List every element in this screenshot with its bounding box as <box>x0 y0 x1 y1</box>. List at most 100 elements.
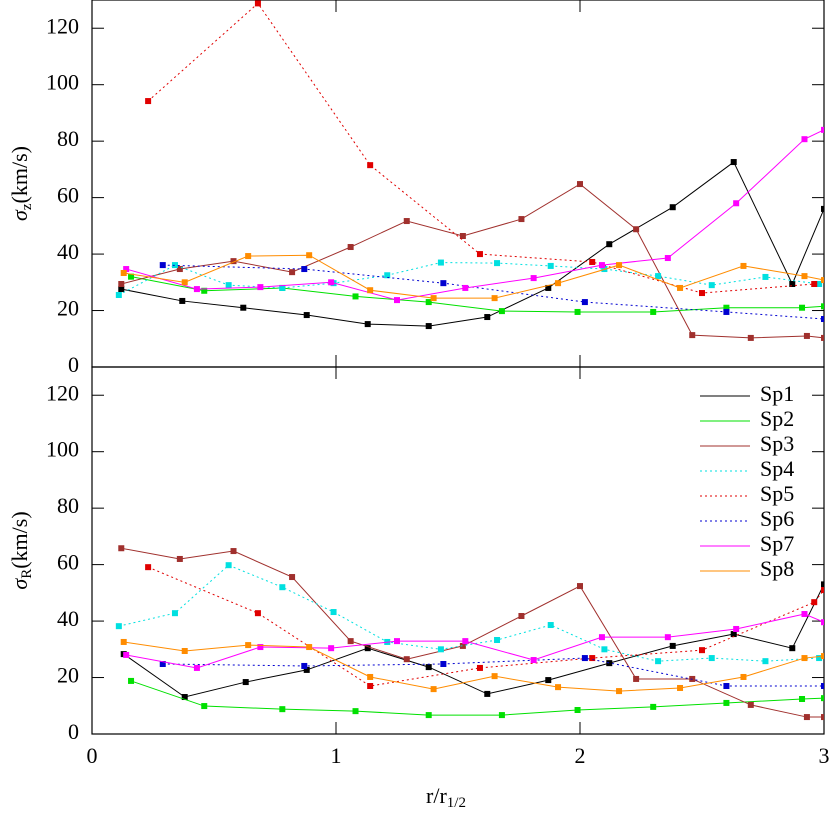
point-marker <box>193 664 200 671</box>
point-marker <box>708 655 715 662</box>
series-line <box>130 680 824 716</box>
point-marker <box>476 664 483 671</box>
plot-area <box>115 0 824 341</box>
point-marker <box>279 284 286 291</box>
point-marker <box>120 638 127 645</box>
point-marker <box>289 269 296 276</box>
point-marker <box>179 297 186 304</box>
point-marker <box>574 707 581 714</box>
point-marker <box>367 162 374 169</box>
point-marker <box>176 266 183 273</box>
point-marker <box>242 679 249 686</box>
point-marker <box>811 599 818 606</box>
point-marker <box>437 259 444 266</box>
point-marker <box>123 651 130 658</box>
x-label-sub: 1/2 <box>447 795 466 811</box>
point-marker <box>230 548 237 555</box>
point-marker <box>425 299 432 306</box>
point-marker <box>425 664 432 671</box>
y-tick-label: 100 <box>46 437 79 462</box>
point-marker <box>821 683 824 690</box>
point-marker <box>821 205 824 212</box>
legend-label: Sp6 <box>760 506 794 531</box>
point-marker <box>118 286 125 293</box>
y-label-sub: z <box>19 203 35 210</box>
point-marker <box>669 204 676 211</box>
series-line <box>126 129 824 301</box>
point-marker <box>425 323 432 330</box>
point-marker <box>677 684 684 691</box>
point-marker <box>225 562 232 569</box>
y-tick-label: 80 <box>57 493 79 518</box>
point-marker <box>367 287 374 294</box>
point-marker <box>254 0 261 7</box>
point-marker <box>581 655 588 662</box>
point-marker <box>306 644 313 651</box>
point-marker <box>347 244 354 251</box>
point-marker <box>518 612 525 619</box>
point-marker <box>352 293 359 300</box>
series-line <box>162 657 824 687</box>
point-marker <box>545 677 552 684</box>
series-line <box>147 566 824 687</box>
y-label-unit: (km/s) <box>7 511 32 568</box>
point-marker <box>821 587 824 594</box>
point-marker <box>437 646 444 653</box>
point-marker <box>664 634 671 641</box>
point-marker <box>555 280 562 287</box>
point-marker <box>606 241 613 248</box>
point-marker <box>145 564 152 571</box>
point-marker <box>289 574 296 581</box>
point-marker <box>555 684 562 691</box>
point-marker <box>762 658 769 665</box>
point-marker <box>430 295 437 302</box>
point-marker <box>723 699 730 706</box>
y-tick-label: 120 <box>46 13 79 38</box>
point-marker <box>257 644 264 651</box>
point-marker <box>801 273 808 280</box>
point-marker <box>616 688 623 695</box>
point-marker <box>547 262 554 269</box>
x-tick-label: 0 <box>87 743 98 768</box>
series-line <box>123 641 824 692</box>
point-marker <box>762 273 769 280</box>
legend-label: Sp4 <box>760 456 794 481</box>
plot-frame <box>91 0 825 368</box>
point-marker <box>181 648 188 655</box>
point-marker <box>245 253 252 260</box>
y-axis-label: σR(km/s) <box>7 511 35 589</box>
point-marker <box>159 660 166 667</box>
point-marker <box>201 703 208 710</box>
point-marker <box>440 280 447 287</box>
point-marker <box>225 282 232 289</box>
point-marker <box>440 660 447 667</box>
point-marker <box>115 292 122 299</box>
point-marker <box>598 634 605 641</box>
point-marker <box>547 622 554 629</box>
plot-frame <box>91 366 825 735</box>
x-axis-label: r/r1/2 <box>426 783 466 811</box>
point-marker <box>530 657 537 664</box>
point-marker <box>801 655 808 662</box>
y-axis-label: σz(km/s) <box>7 146 35 221</box>
point-marker <box>123 266 130 273</box>
y-tick-label: 40 <box>57 239 79 264</box>
point-marker <box>328 645 335 652</box>
point-marker <box>574 308 581 315</box>
point-marker <box>230 258 237 265</box>
point-marker <box>650 703 657 710</box>
point-marker <box>723 683 730 690</box>
point-marker <box>394 297 400 304</box>
point-marker <box>128 273 135 280</box>
point-marker <box>616 262 623 269</box>
point-marker <box>577 583 583 590</box>
y-label-symbol: σ <box>7 209 32 221</box>
series-line <box>121 183 824 339</box>
x-tick-label: 1 <box>331 743 342 768</box>
point-marker <box>403 656 410 663</box>
y-tick-label: 120 <box>46 380 79 405</box>
point-marker <box>491 673 498 680</box>
point-marker <box>301 266 308 273</box>
point-marker <box>257 284 264 291</box>
